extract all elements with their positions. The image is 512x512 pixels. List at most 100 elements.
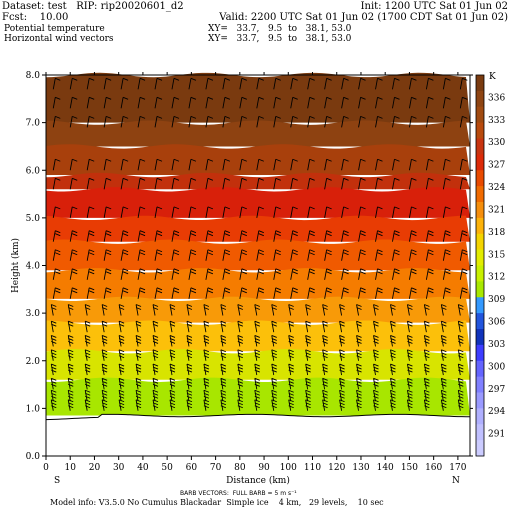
theta-band-309: [46, 320, 470, 352]
wind-barb: [188, 287, 197, 299]
wind-barb: [52, 287, 61, 299]
wind-barb: [305, 304, 311, 316]
wind-barb: [273, 287, 281, 299]
wind-barb: [135, 335, 142, 347]
x-tick-label: 170: [449, 463, 466, 473]
wind-barb: [273, 249, 281, 261]
wind-barb: [406, 335, 413, 347]
wind-barb: [290, 177, 298, 190]
wind-barb: [101, 389, 108, 402]
wind-barb: [290, 115, 298, 128]
colorbar-swatch: [476, 440, 484, 457]
wind-barb: [356, 363, 362, 376]
wind-barb: [406, 399, 413, 411]
wind-barb: [339, 363, 345, 376]
wind-barb: [271, 304, 277, 316]
wind-barb: [52, 230, 61, 242]
wind-barb: [373, 363, 379, 376]
colorbar-swatch: [476, 376, 484, 393]
wind-barb: [84, 335, 91, 347]
model-info: Model info: V3.5.0 No Cumulus Blackadar …: [50, 498, 384, 507]
x-tick-label: 120: [328, 463, 345, 473]
wind-barb: [408, 158, 417, 171]
wind-barb: [442, 177, 451, 190]
wind-barb: [341, 268, 349, 280]
wind-barb: [423, 377, 430, 390]
wind-barb: [322, 377, 328, 390]
wind-barb: [222, 230, 231, 242]
wind-barb: [120, 177, 129, 190]
x-tick-label: 90: [258, 463, 270, 473]
colorbar-swatch: [476, 344, 484, 362]
wind-barb: [288, 363, 294, 376]
colorbar-label: 336: [488, 93, 505, 103]
wind-barb: [203, 349, 210, 361]
wind-barb: [358, 115, 366, 128]
wind-barb: [203, 320, 210, 333]
wind-barb: [118, 335, 125, 347]
wind-barb: [307, 268, 315, 280]
wind-barb: [273, 230, 281, 242]
wind-barb: [188, 268, 197, 280]
wind-barb: [154, 115, 163, 128]
wind-barb: [322, 335, 328, 347]
wind-barb: [256, 158, 264, 171]
field2-name: Horizontal wind vectors: [4, 34, 114, 44]
wind-barb: [222, 96, 231, 109]
wind-barb: [203, 363, 210, 376]
x-tick-label: 160: [425, 463, 442, 473]
wind-barb: [305, 349, 311, 361]
wind-barb: [324, 177, 332, 190]
wind-barb: [118, 389, 125, 402]
wind-barb: [457, 349, 464, 361]
wind-barb: [103, 96, 112, 109]
wind-barb: [423, 335, 430, 347]
wind-barb: [186, 363, 193, 376]
wind-barb: [256, 287, 264, 299]
wind-barb: [222, 249, 231, 261]
wind-barb: [288, 349, 294, 361]
wind-barb: [392, 77, 400, 90]
wind-barb: [408, 115, 417, 128]
wind-barb: [86, 249, 95, 261]
wind-barb: [358, 249, 366, 261]
wind-barb: [137, 249, 146, 261]
wind-barb: [356, 320, 362, 333]
wind-barb: [52, 249, 61, 261]
wind-barb: [373, 349, 379, 361]
wind-barb: [307, 77, 315, 90]
wind-barb: [271, 335, 277, 347]
wind-barb: [220, 363, 227, 376]
colorbar-swatch: [476, 138, 484, 155]
wind-barb: [339, 304, 345, 316]
wind-barb: [425, 206, 434, 218]
y-axis-label: Height (km): [10, 238, 21, 293]
wind-barb: [459, 268, 468, 280]
colorbar-swatch: [476, 329, 484, 346]
wind-barb: [425, 96, 434, 109]
wind-barb: [341, 77, 349, 90]
wind-barb: [154, 287, 163, 299]
wind-barb: [220, 320, 227, 333]
x-tick-label: 80: [234, 463, 246, 473]
wind-barb: [307, 230, 315, 242]
wind-barb: [392, 158, 400, 171]
wind-barb: [152, 363, 159, 376]
wind-barb: [442, 230, 451, 242]
wind-barb: [273, 206, 281, 218]
wind-barb: [188, 206, 197, 218]
wind-barb: [86, 77, 95, 90]
wind-barb: [425, 249, 434, 261]
wind-barb: [408, 249, 417, 261]
wind-barb: [69, 96, 78, 109]
wind-barb: [169, 335, 176, 347]
wind-barb: [408, 230, 417, 242]
wind-barb: [356, 304, 362, 316]
wind-barb: [154, 206, 163, 218]
wind-barb: [69, 268, 78, 280]
wind-barb: [239, 177, 247, 190]
wind-barb: [69, 77, 78, 90]
x-tick-label: 20: [89, 463, 101, 473]
wind-barb: [220, 304, 227, 316]
